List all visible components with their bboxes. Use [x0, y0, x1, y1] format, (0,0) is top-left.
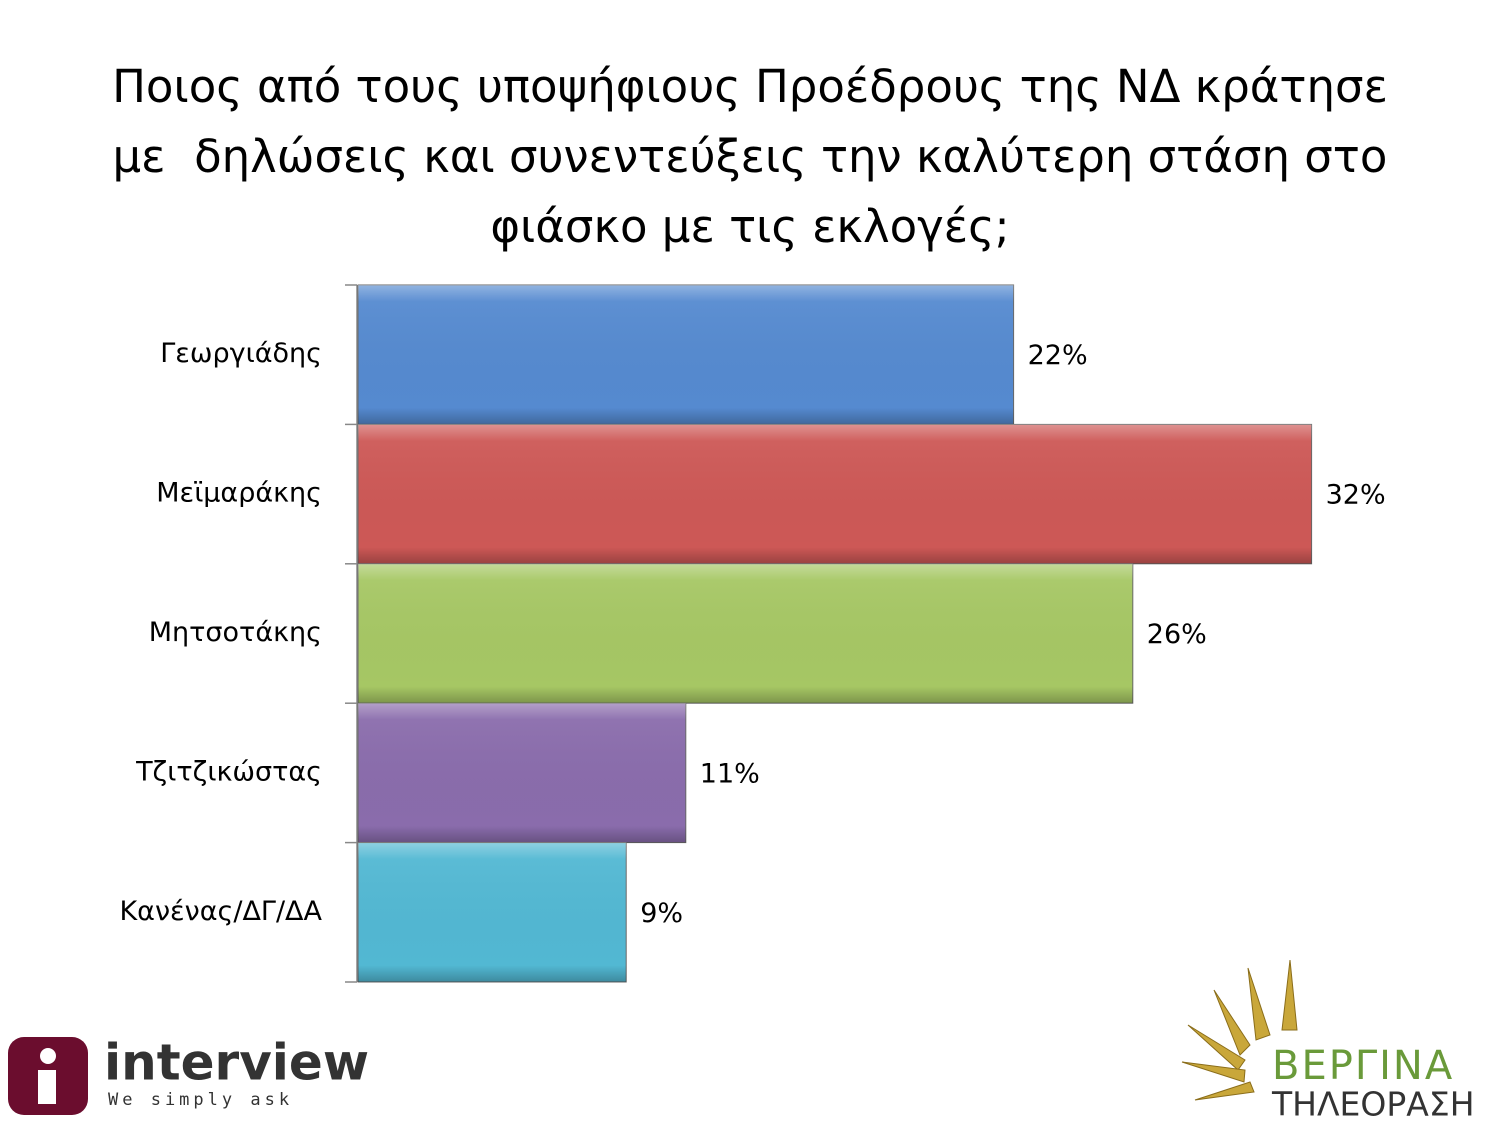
bar	[357, 842, 627, 983]
value-label: 22%	[1028, 340, 1088, 371]
chart-title: φιάσκο με τις εκλογές;	[490, 200, 1009, 253]
y-tick-label: Μεϊμαράκης	[156, 478, 322, 509]
y-tick-label: Κανένας/ΔΓ/ΔΑ	[119, 896, 322, 927]
logo-text: interview	[104, 1034, 369, 1092]
logo-subtext: ΤΗΛΕΟΡΑΣΗ	[1271, 1085, 1475, 1124]
bar	[357, 423, 1313, 565]
value-label: 26%	[1147, 619, 1207, 650]
y-tick-label: Γεωργιάδης	[160, 338, 322, 369]
interview-logo: interview We simply ask	[8, 1034, 369, 1115]
logo-rays	[1181, 959, 1298, 1101]
chart-title: με δηλώσεις και συνεντεύξεις την καλύτερ…	[113, 130, 1388, 183]
logo-text: ΒΕΡΓΙΝΑ	[1272, 1043, 1454, 1089]
bar	[357, 284, 1015, 425]
value-label: 9%	[640, 898, 683, 929]
logo-tagline: We simply ask	[108, 1090, 293, 1110]
value-label: 32%	[1326, 480, 1386, 511]
bar	[357, 702, 687, 844]
logo-icon	[40, 1048, 56, 1064]
y-tick-label: Τζιτζικώστας	[135, 756, 322, 787]
chart-title: Ποιος από τους υποψήφιους Προέδρους της …	[112, 60, 1388, 113]
logo-icon	[38, 1070, 56, 1104]
y-tick-label: Μητσοτάκης	[149, 617, 322, 648]
bar	[357, 563, 1134, 704]
value-label: 11%	[700, 758, 760, 789]
vergina-logo: ΒΕΡΓΙΝΑ ΤΗΛΕΟΡΑΣΗ	[1181, 959, 1475, 1124]
